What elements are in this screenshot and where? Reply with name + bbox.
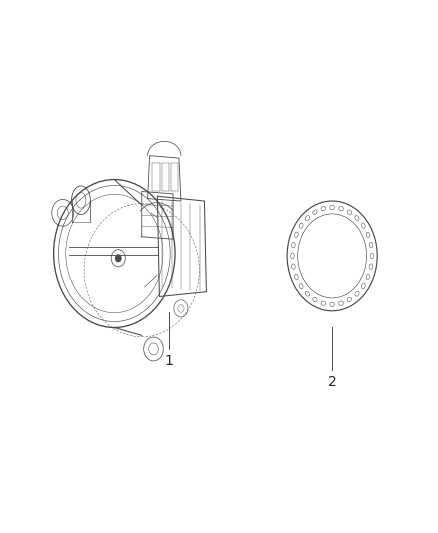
Circle shape	[115, 254, 121, 262]
Text: 1: 1	[165, 354, 173, 368]
Text: 2: 2	[328, 375, 336, 389]
